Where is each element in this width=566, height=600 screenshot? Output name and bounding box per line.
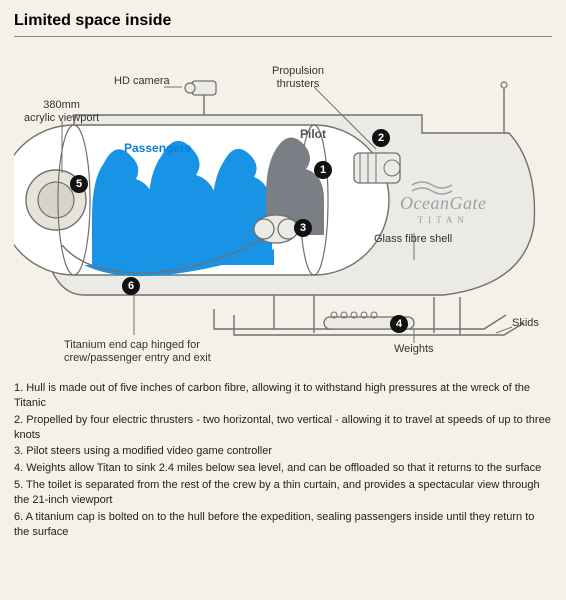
badge-5: 5 [70,175,88,193]
badge-6: 6 [122,277,140,295]
label-viewport: 380mm acrylic viewport [24,99,99,125]
brand-name: OceanGate [400,193,486,214]
submarine-diagram: HD camera Propulsion thrusters 380mm acr… [14,45,552,375]
label-hd-camera: HD camera [114,75,170,88]
note-4: 4. Weights allow Titan to sink 2.4 miles… [14,461,552,476]
label-titanium-cap: Titanium end cap hinged for crew/passeng… [64,339,211,365]
page-title: Limited space inside [14,12,552,37]
label-skids: Skids [512,317,539,330]
label-pilot: Pilot [300,127,326,141]
brand-block: OceanGate TITAN [400,193,486,225]
notes-list: 1. Hull is made out of five inches of ca… [14,381,552,539]
badge-4: 4 [390,315,408,333]
note-1: 1. Hull is made out of five inches of ca… [14,381,552,411]
note-2: 2. Propelled by four electric thrusters … [14,413,552,443]
badge-3: 3 [294,219,312,237]
brand-model: TITAN [400,215,486,225]
label-glass-fibre: Glass fibre shell [374,233,452,246]
note-3: 3. Pilot steers using a modified video g… [14,444,552,459]
badge-2: 2 [372,129,390,147]
note-6: 6. A titanium cap is bolted on to the hu… [14,510,552,540]
label-propulsion: Propulsion thrusters [272,65,324,91]
label-weights: Weights [394,343,434,356]
label-passengers: Passengers [124,141,191,155]
note-5: 5. The toilet is separated from the rest… [14,478,552,508]
badge-1: 1 [314,161,332,179]
